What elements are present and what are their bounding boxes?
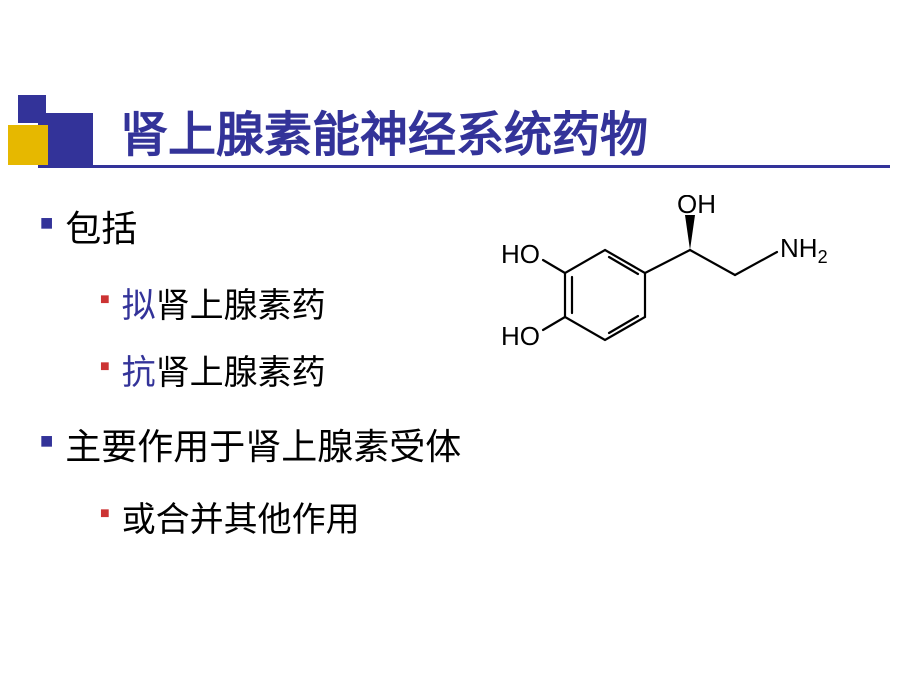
- bullet-item-5: ■ 或合并其他作用: [40, 492, 880, 541]
- label-ho-top: HO: [501, 239, 540, 269]
- bullet-text: 包括: [65, 200, 137, 252]
- bullet-marker: ■: [100, 505, 110, 523]
- bullet-text: 主要作用于肾上腺素受体: [65, 418, 461, 470]
- highlight-text: 抗: [122, 355, 156, 392]
- bullet-text: 或合并其他作用: [122, 492, 360, 541]
- highlight-text: 拟: [122, 288, 156, 325]
- label-oh: OH: [677, 195, 716, 219]
- bullet-marker: ■: [100, 358, 110, 376]
- bullet-item-4: ■ 主要作用于肾上腺素受体: [40, 418, 880, 470]
- bullet-marker: ■: [40, 210, 53, 236]
- bullet-marker: ■: [100, 291, 110, 309]
- molecule-diagram: HO HO OH NH2: [495, 195, 865, 375]
- page-title: 肾上腺素能神经系统药物: [120, 95, 648, 165]
- title-underline: [60, 165, 890, 168]
- bullet-marker: ■: [40, 428, 53, 454]
- label-nh2: NH2: [780, 233, 828, 267]
- bullet-text: 抗肾上腺素药: [122, 345, 326, 394]
- label-ho-bottom: HO: [501, 321, 540, 351]
- header-decoration: [0, 95, 100, 175]
- bullet-text: 拟肾上腺素药: [122, 278, 326, 327]
